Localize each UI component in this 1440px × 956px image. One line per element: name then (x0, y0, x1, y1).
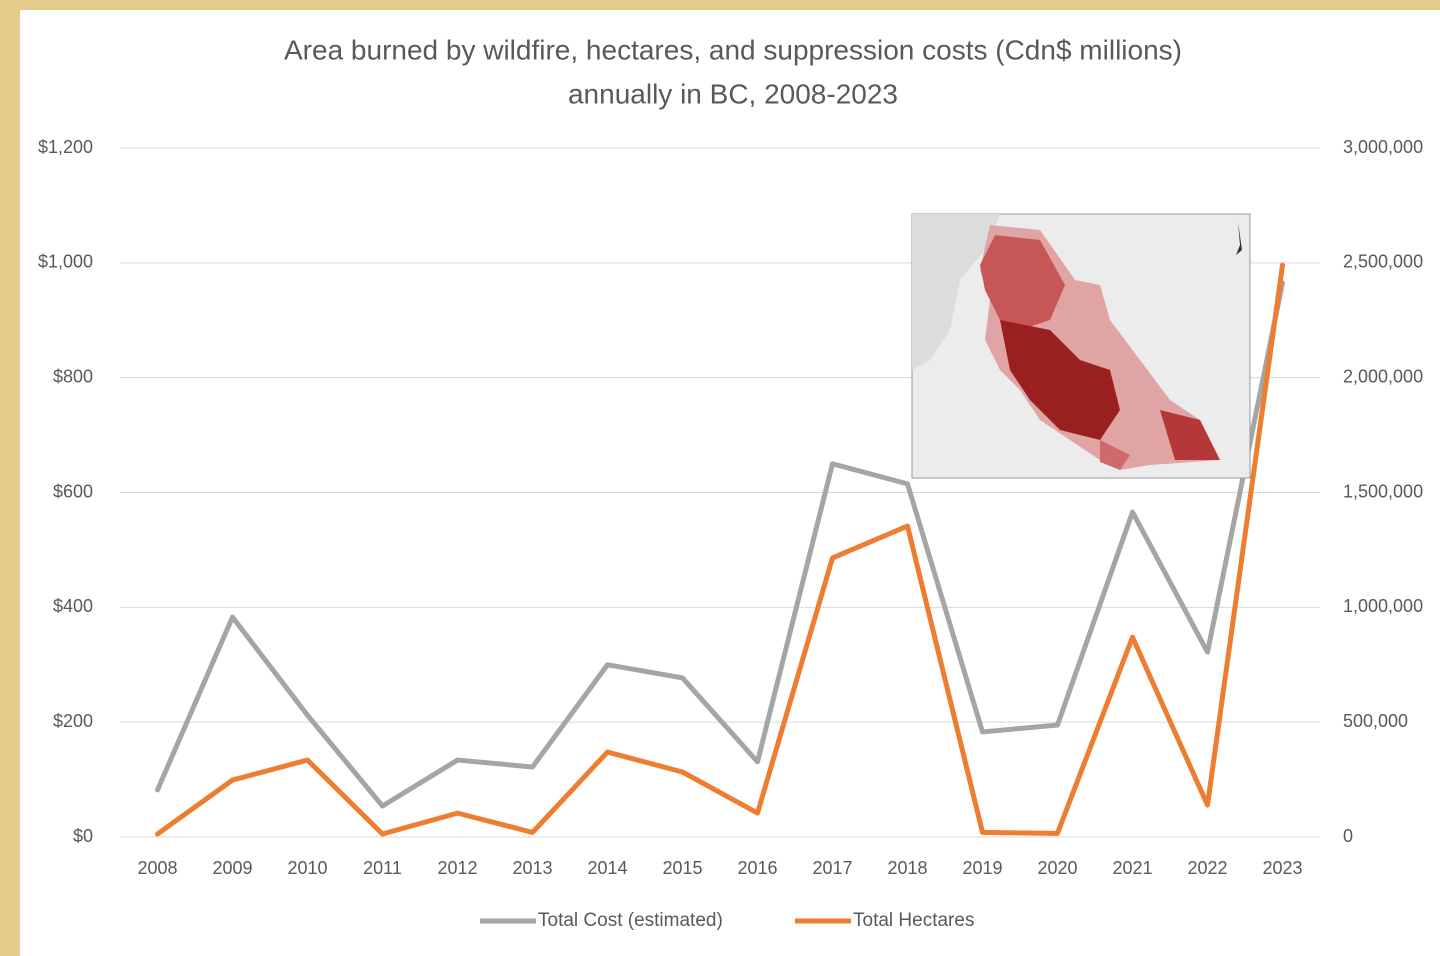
y2-tick-label: 2,500,000 (1343, 252, 1423, 272)
x-tick-label: 2020 (1037, 858, 1077, 878)
legend-label: Total Cost (estimated) (538, 910, 723, 931)
y2-tick-label: 3,000,000 (1343, 137, 1423, 157)
y-tick-label: $1,000 (38, 252, 93, 272)
y-tick-label: $200 (53, 711, 93, 731)
y-tick-label: $0 (73, 826, 93, 846)
x-tick-label: 2008 (137, 858, 177, 878)
y2-tick-label: 500,000 (1343, 711, 1408, 731)
lines (155, 262, 1285, 837)
x-tick-label: 2009 (212, 858, 252, 878)
y2-tick-label: 1,500,000 (1343, 481, 1423, 501)
y-tick-label: $800 (53, 366, 93, 386)
chart-title: annually in BC, 2008-2023 (568, 78, 898, 109)
x-tick-label: 2013 (512, 858, 552, 878)
x-tick-label: 2019 (962, 858, 1002, 878)
x-tick-label: 2017 (812, 858, 852, 878)
x-tick-label: 2014 (587, 858, 627, 878)
y2-tick-label: 2,000,000 (1343, 366, 1423, 386)
x-tick-label: 2015 (662, 858, 702, 878)
y-tick-label: $1,200 (38, 137, 93, 157)
y2-tick-label: 1,000,000 (1343, 596, 1423, 616)
x-tick-label: 2010 (287, 858, 327, 878)
x-tick-label: 2022 (1187, 858, 1227, 878)
chart-title: Area burned by wildfire, hectares, and s… (284, 34, 1182, 65)
x-tick-label: 2016 (737, 858, 777, 878)
y2-tick-label: 0 (1343, 826, 1353, 846)
legend-label: Total Hectares (853, 910, 974, 931)
series-line (155, 280, 1285, 809)
legend: Total Cost (estimated) Total Hectares (480, 910, 974, 931)
y-tick-label: $400 (53, 596, 93, 616)
x-tick-label: 2023 (1262, 858, 1302, 878)
x-tick-label: 2021 (1112, 858, 1152, 878)
x-tick-label: 2012 (437, 858, 477, 878)
chart-area (20, 10, 1440, 956)
series-line (155, 262, 1285, 837)
inset-map (911, 213, 1251, 479)
grid: $0 $200 $400 $600 $800 $1,000 $1,200 0 500,000 1,… (38, 137, 1423, 878)
y-tick-label: $600 (53, 481, 93, 501)
x-tick-label: 2018 (887, 858, 927, 878)
x-tick-label: 2011 (363, 858, 402, 878)
